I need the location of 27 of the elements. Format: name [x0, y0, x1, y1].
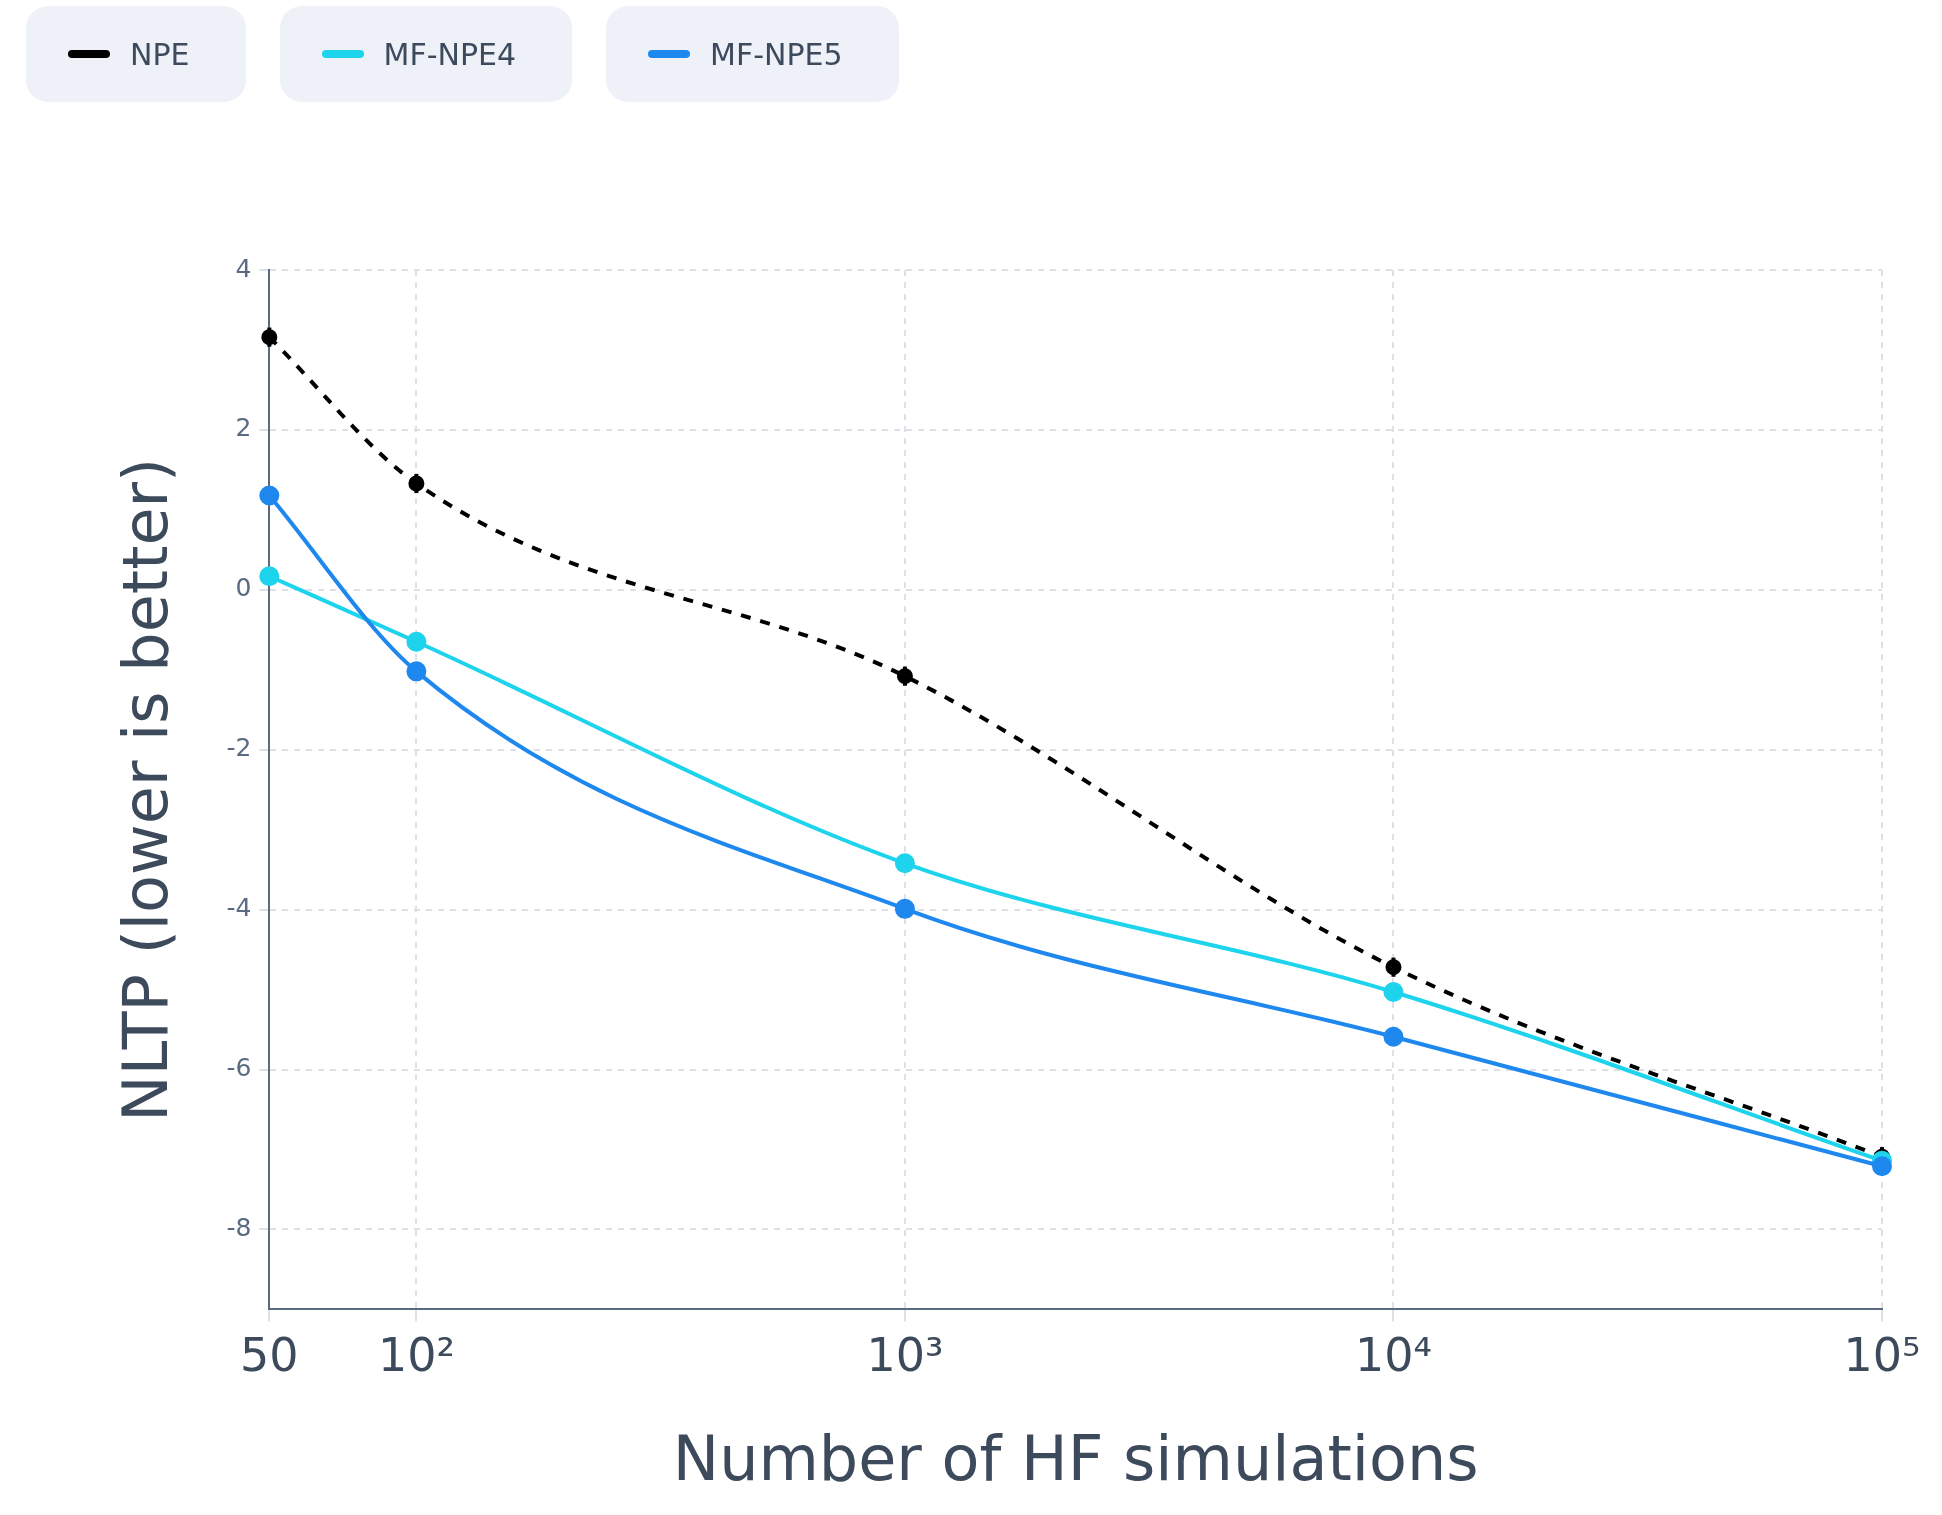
y-tick-label: 0 [235, 573, 252, 603]
legend-label: NPE [130, 36, 190, 72]
point [408, 475, 425, 492]
y-tick-label: -6 [226, 1053, 252, 1083]
x-tick-label: 10⁴ [1354, 1327, 1432, 1382]
point [896, 668, 913, 685]
x-tick-label: 10³ [866, 1327, 944, 1382]
y-tick-label: -4 [226, 893, 252, 923]
x-tick-label: 10⁵ [1843, 1327, 1921, 1382]
legend-label: MF-NPE5 [710, 36, 843, 72]
y-axis-title: NLTP (lower is better) [109, 457, 183, 1122]
point [894, 898, 915, 919]
y-tick-label: 2 [235, 413, 252, 443]
point [1872, 1156, 1892, 1177]
point [1383, 1026, 1404, 1047]
x-tick-label: 50 [240, 1327, 299, 1382]
y-tick-label: -8 [226, 1212, 252, 1242]
y-tick-label: -2 [226, 733, 252, 763]
point [1383, 981, 1404, 1002]
x-tick-label: 10² [377, 1327, 455, 1382]
point [1385, 959, 1402, 976]
point [406, 631, 427, 652]
point [406, 661, 427, 682]
x-axis-title: Number of HF simulations [672, 1421, 1479, 1495]
y-tick-label: 4 [235, 253, 252, 283]
legend-label: MF-NPE4 [383, 36, 517, 72]
point [894, 853, 915, 874]
